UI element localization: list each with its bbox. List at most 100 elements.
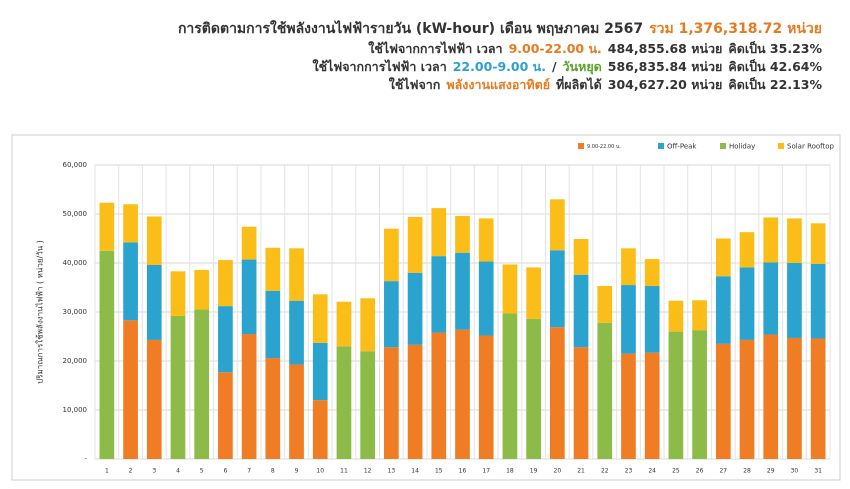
legend-swatch xyxy=(578,143,584,149)
bar-segment xyxy=(597,322,613,459)
bar-segment xyxy=(407,344,423,459)
bar-segment xyxy=(526,267,541,319)
bar-segment xyxy=(549,250,565,328)
bar-segment xyxy=(265,358,281,459)
bar-segment xyxy=(810,338,826,459)
x-tick-label: 28 xyxy=(743,468,751,475)
header-line: ใช้ไฟจากการไฟฟ้า เวลา 9.00-22.00 น. 484,85… xyxy=(172,40,822,58)
bar-segment xyxy=(431,208,447,257)
bar-segment xyxy=(502,264,518,314)
bar-segment xyxy=(384,228,399,282)
bar-segment xyxy=(336,346,352,459)
y-axis-label: ปริมาณการใช้พลังงานไฟฟ้า ( หน่วย/วัน ) xyxy=(36,240,45,384)
bar-segment xyxy=(218,372,233,459)
x-tick-label: 18 xyxy=(506,468,514,475)
x-tick-label: 2 xyxy=(129,468,133,475)
x-tick-label: 11 xyxy=(340,468,348,475)
legend-label: Holiday xyxy=(729,143,755,151)
x-tick-label: 26 xyxy=(696,468,704,475)
bar-segment xyxy=(360,351,376,459)
header-text: 586,835.84 หน่วย xyxy=(607,59,723,74)
bar-segment xyxy=(265,290,281,359)
header-line: ใช้ไฟจากการไฟฟ้า เวลา 22.00-9.00 น. / วันหย… xyxy=(172,58,822,76)
bar-segment xyxy=(810,263,826,339)
bar-segment xyxy=(715,343,731,459)
bar-segment xyxy=(170,315,186,459)
bar-segment xyxy=(170,271,186,316)
bar-segment xyxy=(597,286,613,323)
bar-segment xyxy=(289,248,304,301)
y-tick-label: 40,000 xyxy=(63,259,88,267)
bar-segment xyxy=(431,256,447,333)
x-tick-label: 3 xyxy=(152,468,156,475)
chart-frame xyxy=(11,134,841,481)
header-text: การติดตามการใช้พลังงานไฟฟ้ารายวัน (kW-ho… xyxy=(177,21,644,37)
bar-segment xyxy=(312,294,328,343)
x-tick-label: 6 xyxy=(223,468,227,475)
bar-segment xyxy=(289,364,304,459)
bar-segment xyxy=(478,218,494,262)
bar-segment xyxy=(265,247,281,291)
legend-label: Solar Rooftop xyxy=(787,143,835,151)
bar-segment xyxy=(312,342,328,401)
bar-segment xyxy=(360,298,376,352)
header-line: ใช้ไฟจาก พลังงานแสงอาทิตย์ ที่ผลิตได้ 304,6… xyxy=(172,76,822,94)
bar-segment xyxy=(763,334,779,459)
y-tick-label: 10,000 xyxy=(63,406,88,414)
y-tick-label: 60,000 xyxy=(63,161,88,169)
header-text: ใช้ไฟจาก xyxy=(388,77,441,92)
bar-segment xyxy=(241,259,257,335)
bar-segment xyxy=(455,329,470,459)
bar-segment xyxy=(621,353,636,459)
bar-segment xyxy=(123,242,138,321)
x-tick-label: 1 xyxy=(105,468,109,475)
bar-segment xyxy=(146,216,162,265)
bar-segment xyxy=(573,347,589,459)
bar-segment xyxy=(621,285,636,354)
header-line: การติดตามการใช้พลังงานไฟฟ้ารายวัน (kW-ho… xyxy=(172,18,822,40)
bar-segment xyxy=(218,260,233,307)
legend-swatch xyxy=(658,143,664,149)
header-text: วันหยุด xyxy=(562,59,602,74)
bar-segment xyxy=(787,263,802,338)
bar-segment xyxy=(241,226,257,260)
bar-segment xyxy=(455,215,470,253)
legend-swatch xyxy=(778,143,784,149)
bar-segment xyxy=(502,313,518,459)
legend-label: Off-Peak xyxy=(667,143,697,151)
bar-segment xyxy=(241,334,257,459)
x-tick-label: 15 xyxy=(435,468,443,475)
header-text: ใช้ไฟจากการไฟฟ้า เวลา xyxy=(368,41,503,56)
header-text: ที่ผลิตได้ xyxy=(556,77,602,92)
bar-segment xyxy=(123,320,138,459)
bar-segment xyxy=(573,274,589,348)
x-tick-label: 9 xyxy=(295,468,299,475)
x-tick-label: 25 xyxy=(672,468,680,475)
bar-segment xyxy=(644,286,660,353)
header-text: 22.00-9.00 น. xyxy=(452,59,546,74)
bar-segment xyxy=(407,216,423,273)
bar-segment xyxy=(526,318,541,459)
bar-segment xyxy=(218,306,233,373)
x-tick-label: 21 xyxy=(577,468,585,475)
bar-segment xyxy=(739,339,755,459)
x-tick-label: 29 xyxy=(767,468,775,475)
bar-segment xyxy=(146,264,162,340)
legend-label: 9.00-22.00 น. xyxy=(587,144,621,150)
x-tick-label: 7 xyxy=(247,468,251,475)
bar-segment xyxy=(668,300,684,332)
x-tick-label: 16 xyxy=(459,468,467,475)
bar-segment xyxy=(573,238,589,275)
bar-segment xyxy=(99,250,115,459)
bar-segment xyxy=(123,204,138,243)
bar-segment xyxy=(99,202,115,251)
bar-segment xyxy=(146,339,162,459)
header-text: คิดเป็น 35.23% xyxy=(728,41,822,56)
header-text: รวม 1,376,318.72 หน่วย xyxy=(649,21,822,37)
bar-segment xyxy=(787,337,802,459)
bar-segment xyxy=(621,248,636,286)
header-text: 484,855.68 หน่วย xyxy=(607,41,723,56)
bar-segment xyxy=(715,238,731,277)
